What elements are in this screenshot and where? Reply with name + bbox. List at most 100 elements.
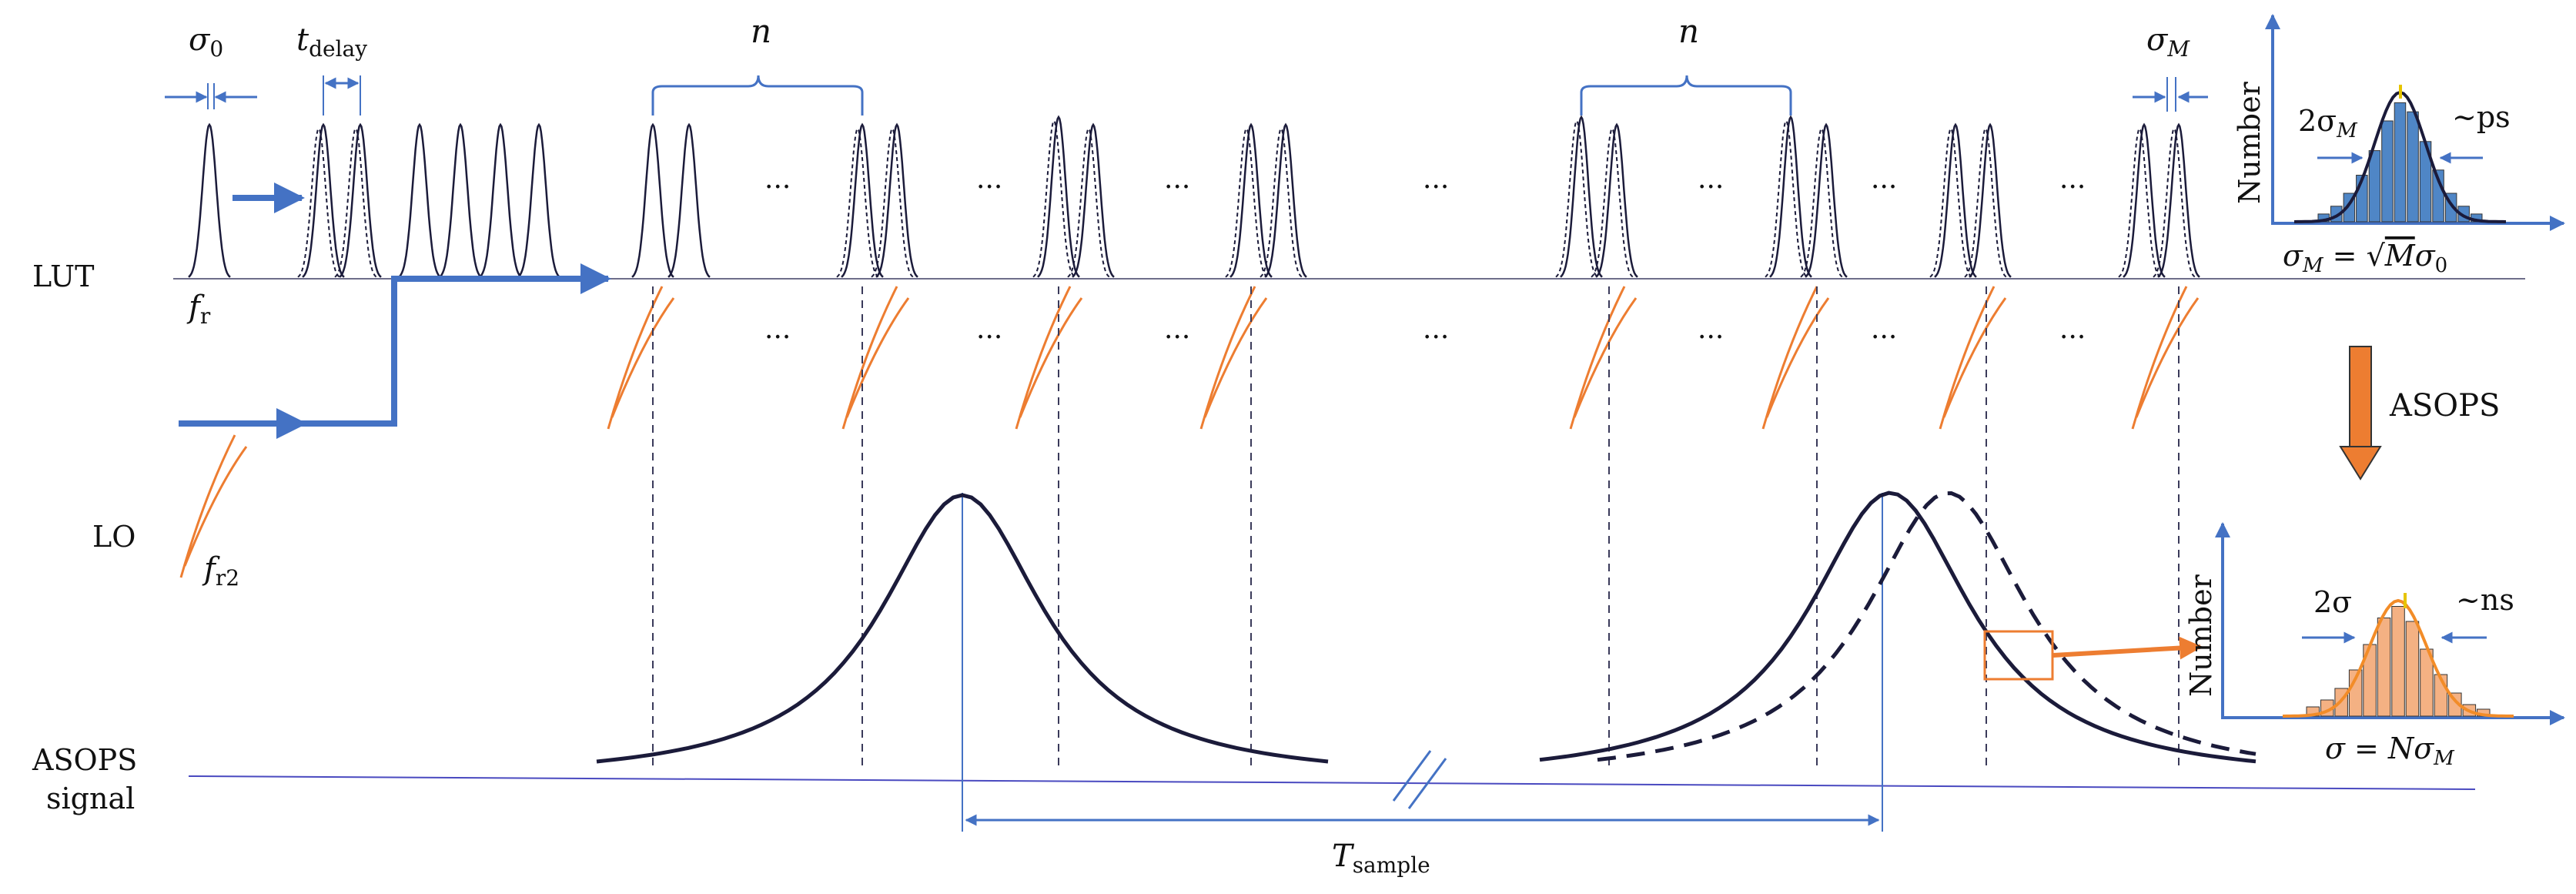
n-right-label: n xyxy=(1678,12,1699,50)
inset-top-width-label: 2σM xyxy=(2298,104,2358,142)
lut-row xyxy=(173,115,2525,439)
ellipsis: ··· xyxy=(1698,172,1724,203)
ellipsis: ··· xyxy=(1871,172,1897,203)
lut-pulse xyxy=(1264,122,1307,278)
n-right-brace xyxy=(1580,75,1792,116)
lut-pulse xyxy=(1229,122,1273,278)
asops-transition-arrow xyxy=(2339,346,2382,480)
inset-bottom-formula: σ = NσM xyxy=(2325,732,2455,770)
tsample-label: Tsample xyxy=(1332,839,1430,878)
asops-baseline xyxy=(188,775,2476,790)
ellipsis: ··· xyxy=(764,322,791,353)
lut-pulse-shifted xyxy=(1032,119,1076,278)
inset-bottom-ylabel: Number xyxy=(2184,574,2218,697)
fr-label: fr xyxy=(186,290,211,329)
lut-pulse xyxy=(631,122,674,278)
asops-arrow-head xyxy=(2339,446,2382,480)
lut-pulse xyxy=(1805,122,1848,278)
lo-label: LO xyxy=(92,520,135,554)
lut-pulse xyxy=(398,122,441,278)
lut-pulse xyxy=(339,122,382,278)
lut-pulse xyxy=(1072,122,1115,278)
lut-pulse xyxy=(841,122,884,278)
inset-bottom-histogram: Number 2σ ~ns σ = NσM xyxy=(2184,522,2565,770)
ellipsis: ··· xyxy=(1164,172,1190,203)
chirp-marks xyxy=(179,286,2200,578)
asops-signal-label-1: ASOPS xyxy=(32,743,137,777)
chirp-line xyxy=(183,446,248,567)
inset-top-ylabel: Number xyxy=(2233,81,2267,204)
axis-break-1 xyxy=(1392,750,1432,802)
row-labels: LUT LO ASOPS signal fr fr2 σ0 tdelay n n… xyxy=(32,12,2500,878)
lut-pulse xyxy=(875,122,918,278)
inset-top-formula: σM = √Mσ0 xyxy=(2283,239,2447,277)
lut-pulse xyxy=(1934,122,1977,278)
axis-break-2 xyxy=(1407,758,1447,809)
sampling-guides xyxy=(652,286,2180,770)
inset-bottom-gaussian xyxy=(2282,598,2514,718)
ellipsis: ··· xyxy=(976,172,1002,203)
chirp-line xyxy=(845,297,910,418)
lut-pulse xyxy=(517,122,560,278)
n-left-label: n xyxy=(751,12,771,50)
lut-label: LUT xyxy=(32,259,95,293)
inset-bottom-width-label: 2σ xyxy=(2313,585,2352,619)
inset-bottom-bars xyxy=(2306,606,2491,717)
lut-pulse xyxy=(2123,122,2166,278)
histogram-bar xyxy=(2391,606,2405,717)
step-signal-line xyxy=(179,276,608,427)
histogram-bar xyxy=(2407,111,2419,223)
lut-pulse xyxy=(2157,122,2200,278)
lut-pulse xyxy=(1769,115,1812,278)
inset-top-histogram: Number 2σM ~ps σM = √Mσ0 xyxy=(2233,14,2565,277)
lut-pulse xyxy=(667,122,711,278)
ellipsis: ··· xyxy=(2059,322,2086,353)
lut-pulse-shifted xyxy=(1555,119,1598,278)
ellipsis: ··· xyxy=(1698,322,1724,353)
ellipsis: ··· xyxy=(1423,172,1449,203)
lut-pulse xyxy=(1969,122,2012,278)
chirp-line xyxy=(1761,286,1818,430)
sigma0-label: σ0 xyxy=(189,22,223,62)
histogram-bar xyxy=(2368,150,2381,223)
histogram-bar xyxy=(2405,621,2420,717)
chirp-line xyxy=(1203,297,1268,418)
lut-pulse xyxy=(439,122,482,278)
chirp-line xyxy=(2135,297,2200,418)
ellipsis: ··· xyxy=(1423,322,1449,353)
measure-arrows xyxy=(165,75,2208,826)
ellipsis: ··· xyxy=(2059,172,2086,203)
inset-top-scale-label: ~ps xyxy=(2452,100,2511,134)
sigmaM-label: σM xyxy=(2146,22,2190,62)
tdelay-label: tdelay xyxy=(296,22,367,62)
ellipsis: ··· xyxy=(976,322,1002,353)
asops-signal-row xyxy=(188,491,2476,832)
histogram-bar xyxy=(2381,120,2394,223)
asops-peak-left xyxy=(596,493,1329,764)
chirp-line xyxy=(611,297,675,418)
chirp-line xyxy=(1942,297,2007,418)
lut-pulse-shifted xyxy=(1765,119,1808,278)
ellipsis: ··· xyxy=(764,172,791,203)
asops-arrow-body xyxy=(2349,346,2372,447)
n-left-brace xyxy=(651,75,864,116)
chirp-line xyxy=(607,286,664,430)
ellipsis: ··· xyxy=(1164,322,1190,353)
asops-signal-label-2: signal xyxy=(46,782,135,815)
asops-peak-right xyxy=(1539,491,2257,764)
asops-peak-right-dashed xyxy=(1597,491,2257,762)
lut-pulse xyxy=(1560,115,1603,278)
lut-pulse xyxy=(1037,115,1080,278)
fr2-label: fr2 xyxy=(202,551,239,591)
chirp-line xyxy=(179,434,236,578)
ellipsis: ··· xyxy=(1871,322,1897,353)
inset-bottom-scale-label: ~ns xyxy=(2456,583,2514,617)
chirp-line xyxy=(1569,286,1626,430)
histogram-bar xyxy=(2377,618,2391,717)
zoom-arrow xyxy=(2052,636,2203,660)
lut-pulse xyxy=(188,122,231,278)
asops-arrow-label: ASOPS xyxy=(2389,388,2500,424)
chirp-line xyxy=(1019,297,1083,418)
lut-pulse-train xyxy=(188,115,2200,278)
